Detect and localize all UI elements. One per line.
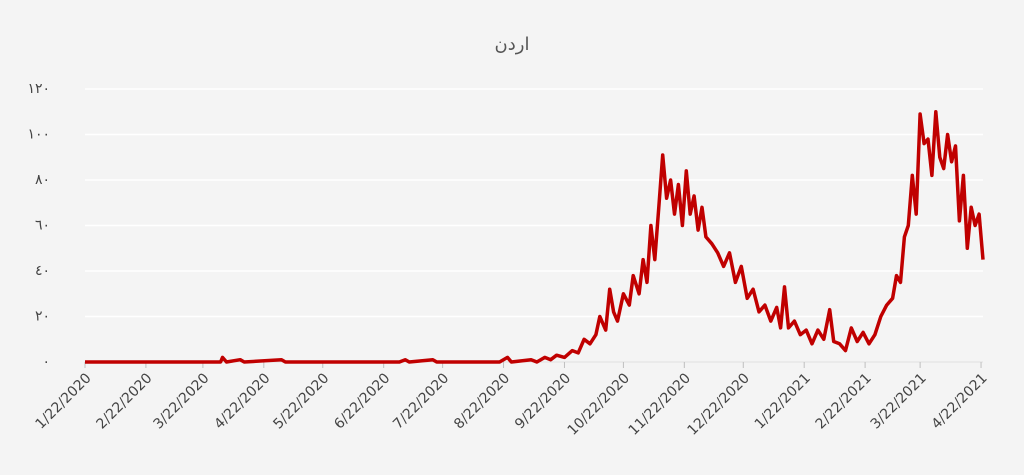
y-tick-label: ٤٠ [35,263,50,279]
chart-title: اردن [495,34,530,55]
y-tick-label: ٨٠ [35,172,50,188]
y-tick-label: ٦٠ [35,218,50,234]
y-tick-label: ١٠٠ [27,127,50,143]
y-tick-label: ٠ [42,354,50,370]
y-tick-label: ٢٠ [35,309,50,325]
data-line [85,110,985,364]
y-tick-label: ١٢٠ [27,81,50,97]
